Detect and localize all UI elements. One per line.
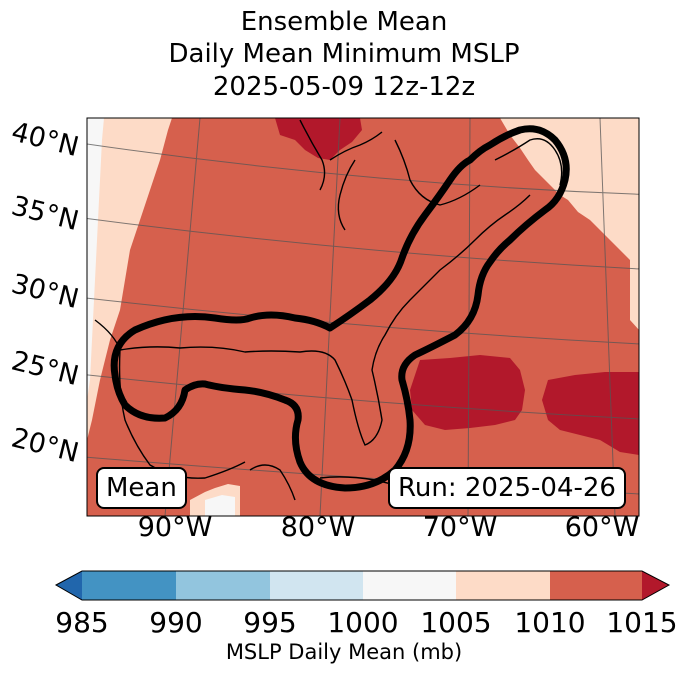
colorbar-segment-1000-1005 xyxy=(363,571,456,600)
colorbar-outline xyxy=(54,570,671,601)
lon-label-60w: 60°W xyxy=(564,512,640,543)
colorbar-tick-1015: 1015 xyxy=(606,606,678,639)
colorbar-tick-995: 995 xyxy=(243,606,297,639)
colorbar-tick-1010: 1010 xyxy=(514,606,586,639)
pressure-field-1015-atlantic-east xyxy=(542,372,639,455)
colorbar-segment-1005-1010 xyxy=(456,571,550,600)
pressure-field-1005-1010-northeast xyxy=(500,118,639,330)
colorbar-tick-1000: 1000 xyxy=(327,606,399,639)
map-frame xyxy=(86,117,640,517)
colorbar-tick-990: 990 xyxy=(149,606,203,639)
colorbar-segment-985-990 xyxy=(82,571,176,600)
colorbar-tick-1005: 1005 xyxy=(420,606,492,639)
colorbar-label: MSLP Daily Mean (mb) xyxy=(225,640,463,664)
ensemble-contour xyxy=(110,125,570,492)
title-line-1: Ensemble Mean xyxy=(240,7,448,37)
title-line-2: Daily Mean Minimum MSLP xyxy=(168,39,520,69)
mean-label-box: Mean xyxy=(96,467,187,509)
title-line-3: 2025-05-09 12z-12z xyxy=(212,72,476,102)
map-panel xyxy=(87,118,639,516)
lon-label-70w: 70°W xyxy=(422,512,498,543)
colorbar xyxy=(54,570,671,601)
pressure-field-1005-1010-west xyxy=(87,118,172,440)
colorbar-segment-1010-1015 xyxy=(550,571,642,600)
colorbar-segment-995-1000 xyxy=(270,571,363,600)
pressure-field-1000-1005-south xyxy=(205,495,235,516)
colorbar-extend-high xyxy=(642,571,669,600)
lon-label-80w: 80°W xyxy=(280,512,356,543)
pressure-field-1015-greatlakes xyxy=(275,118,362,160)
colorbar-segment-990-995 xyxy=(176,571,270,600)
lon-label-90w: 90°W xyxy=(137,512,213,543)
colorbar-tick-985: 985 xyxy=(55,606,109,639)
pressure-field-1015-atlantic-west xyxy=(410,355,525,430)
colorbar-extend-low xyxy=(56,571,82,600)
run-date-box: Run: 2025-04-26 xyxy=(388,467,626,509)
pressure-field-1000-1005-west xyxy=(87,118,104,400)
